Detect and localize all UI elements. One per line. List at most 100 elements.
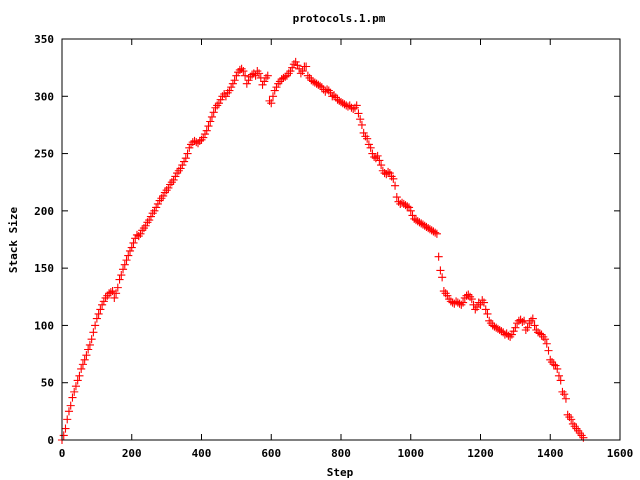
data-point (364, 140, 373, 149)
data-point (180, 157, 189, 166)
data-point (70, 387, 79, 396)
data-point (298, 67, 307, 76)
data-point (554, 371, 564, 380)
data-point (228, 79, 237, 88)
data-point (384, 167, 393, 176)
data-point (343, 102, 353, 111)
data-point (528, 314, 537, 323)
data-point (431, 228, 440, 237)
data-point (520, 316, 529, 325)
x-axis-label: Step (327, 466, 354, 479)
data-point (375, 156, 384, 165)
data-point (73, 376, 82, 385)
x-tick-label: 1600 (607, 447, 634, 460)
data-point (169, 175, 178, 184)
data-point (216, 95, 225, 104)
data-point (349, 104, 358, 113)
data-point (171, 172, 180, 181)
y-tick-label: 100 (34, 319, 54, 332)
data-point (204, 122, 213, 131)
data-point (241, 71, 250, 80)
data-point (352, 101, 361, 110)
data-point (363, 134, 372, 143)
data-point (96, 305, 105, 314)
data-point (68, 393, 77, 402)
y-axis-label: Stack Size (7, 207, 20, 274)
data-point (356, 115, 365, 124)
data-point (260, 77, 269, 86)
data-point (192, 138, 201, 147)
data-point (120, 260, 129, 269)
chart-title: protocols.1.pm (293, 12, 386, 25)
x-tick-label: 200 (122, 447, 142, 460)
data-point (232, 71, 241, 80)
data-point (328, 92, 337, 101)
data-point (268, 92, 278, 101)
data-point (497, 327, 506, 336)
x-tick-label: 1400 (537, 447, 564, 460)
data-point (542, 339, 551, 348)
data-point (248, 70, 257, 79)
data-point (66, 401, 75, 410)
data-point (164, 183, 173, 192)
data-point (176, 164, 185, 173)
data-point (293, 61, 302, 70)
data-point (549, 360, 558, 369)
data-point (500, 330, 509, 339)
data-point (159, 191, 168, 201)
data-point (254, 69, 264, 78)
data-point (267, 99, 276, 108)
x-tick-label: 1200 (467, 447, 494, 460)
data-point (288, 63, 297, 72)
x-tick-label: 0 (59, 447, 66, 460)
data-point (518, 317, 527, 327)
data-point (544, 346, 553, 355)
data-point (178, 160, 187, 170)
data-point (459, 298, 468, 307)
data-point (239, 67, 248, 76)
data-point (359, 128, 368, 137)
data-point (438, 273, 447, 282)
data-point (78, 360, 87, 369)
data-point (181, 154, 190, 163)
data-point (185, 143, 194, 152)
data-point (125, 246, 135, 256)
data-point (443, 291, 452, 300)
data-point (242, 79, 251, 88)
data-point (391, 181, 400, 190)
data-point (64, 407, 74, 416)
data-point (152, 203, 161, 212)
data-point (281, 72, 290, 81)
y-tick-label: 300 (34, 90, 54, 103)
data-point (368, 149, 377, 158)
data-point (117, 270, 126, 280)
data-point (106, 288, 115, 297)
data-point (434, 252, 443, 261)
data-point (110, 293, 119, 302)
axis-ticks: 0 200 400 600 800 1000 1200 1400 1600 0 50 100 150 20… (34, 33, 633, 460)
data-point (244, 76, 253, 85)
data-point (272, 83, 281, 92)
data-point (354, 109, 363, 118)
data-point (316, 81, 325, 91)
data-point (150, 206, 159, 215)
data-point (567, 415, 576, 424)
data-point (406, 206, 415, 215)
y-tick-label: 50 (41, 377, 54, 390)
data-point (99, 297, 108, 306)
data-point (207, 112, 217, 121)
data-point (85, 340, 94, 349)
data-point (89, 328, 98, 337)
x-tick-label: 800 (331, 447, 351, 460)
data-point (535, 329, 544, 338)
data-point (84, 345, 93, 354)
data-point (389, 174, 398, 183)
data-point (509, 327, 518, 336)
data-point (82, 351, 91, 360)
data-point (129, 238, 138, 247)
data-point (80, 355, 89, 364)
data-point (227, 83, 236, 92)
data-point (373, 151, 382, 160)
data-point (481, 305, 490, 314)
data-point (122, 256, 131, 265)
